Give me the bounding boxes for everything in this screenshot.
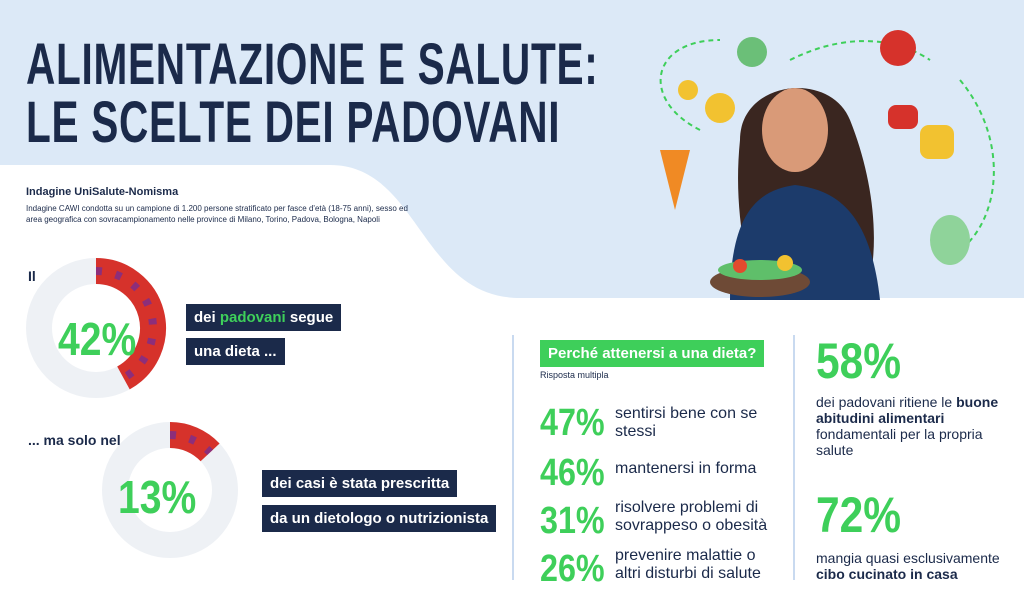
bold-text: cibo cucinato in casa (816, 566, 958, 582)
statement: dei padovani ritiene le buone abitudini … (816, 394, 1006, 458)
highlight: padovani (219, 309, 286, 326)
intro: ... ma solo nel (28, 432, 121, 448)
percent: 42% (58, 313, 137, 365)
text: fondamentali per la propria salute (816, 426, 983, 458)
text-box: dei padovani segue (186, 304, 342, 331)
statement: mangia quasi esclusivamente cibo cucinat… (816, 550, 1016, 582)
survey-title: Indagine UniSalute-Nomisma (26, 186, 179, 198)
reason: prevenire malattie o altri disturbi di s… (615, 547, 761, 582)
title: ALIMENTAZIONE E SALUTE: (26, 32, 599, 97)
percent: 46% (540, 452, 605, 494)
percent: 13% (118, 471, 197, 523)
text: mangia quasi esclusivamente (816, 550, 1000, 566)
title: LE SCELTE DEI PADOVANI (26, 90, 561, 155)
bold-text: buone abitudini alimentari (816, 394, 999, 426)
text: segue (285, 309, 334, 326)
section-title: Perché attenersi a una dieta? (540, 340, 765, 367)
note: Risposta multipla (540, 370, 609, 380)
donut-arc-decor (169, 431, 214, 456)
text-box: da un dietologo o nutrizionista (262, 505, 497, 532)
donut-arc-decor (95, 267, 157, 382)
percent: 31% (540, 500, 605, 542)
percent: 47% (540, 402, 605, 444)
intro: Il (28, 268, 36, 284)
percent: 72% (816, 487, 902, 543)
text-box: dei casi è stata prescritta (262, 470, 458, 497)
text-box: una dieta ... (186, 338, 285, 365)
reason: sentirsi bene con se stessi (615, 405, 758, 440)
text: dei padovani ritiene le (816, 394, 957, 410)
survey-description: Indagine CAWI condotta su un campione di… (26, 204, 408, 224)
reason: risolvere problemi di sovrappeso o obesi… (615, 499, 768, 534)
text: dei (194, 309, 220, 326)
percent: 58% (816, 333, 902, 389)
percent: 26% (540, 548, 605, 590)
illustration (659, 30, 995, 300)
reason: mantenersi in forma (615, 460, 757, 477)
